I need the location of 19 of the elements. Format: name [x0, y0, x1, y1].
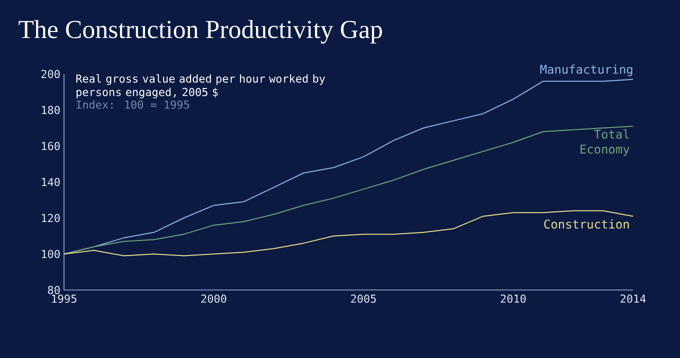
- y-tick-label: 200: [42, 70, 60, 78]
- x-tick-label: 2014: [620, 294, 646, 303]
- x-tick-label: 2010: [500, 294, 526, 303]
- y-tick-label: 180: [42, 106, 60, 114]
- y-tick-label: 160: [42, 142, 60, 150]
- y-tick-label: 120: [42, 214, 60, 222]
- annotation: Index: 100 = 1995: [76, 100, 190, 109]
- y-tick-label: 80: [48, 286, 60, 294]
- x-tick-label: 2005: [351, 294, 376, 303]
- text: Real gross value added per hour worked by persons engaged, 2005 $: [76, 74, 326, 98]
- x-tick-label: 1995: [52, 294, 76, 303]
- chart-title: The Construction Productivity Gap: [18, 20, 382, 44]
- y-tick-label: 100: [42, 250, 60, 258]
- x-tick-label: 2000: [201, 294, 226, 303]
- series-label: Construction: [544, 219, 629, 229]
- series-label: Total Economy: [580, 129, 630, 156]
- y-tick-label: 140: [42, 178, 60, 186]
- series-label: Manufacturing: [540, 64, 632, 76]
- line-series: [64, 210, 634, 256]
